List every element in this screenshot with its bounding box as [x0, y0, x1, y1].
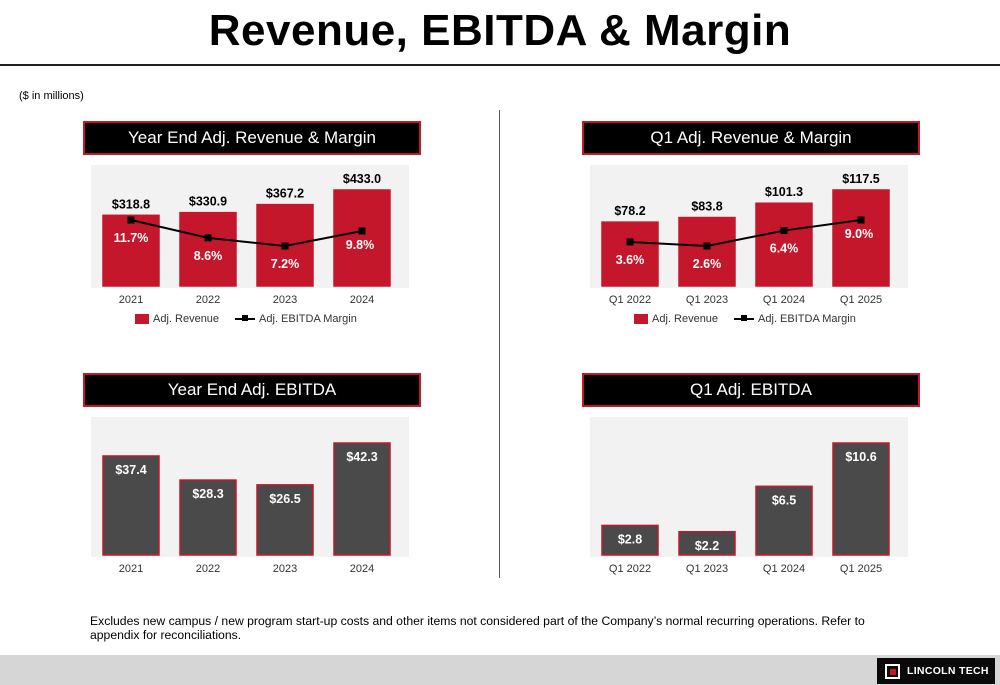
company-logo: LINCOLN TECH — [877, 658, 995, 684]
category-label: Q1 2023 — [686, 563, 728, 575]
category-label: 2024 — [350, 294, 374, 306]
bar — [832, 189, 890, 287]
margin-label: 9.8% — [346, 238, 375, 252]
data-label: $28.3 — [192, 487, 223, 501]
data-label: $330.9 — [189, 195, 227, 209]
legend-margin-label: Adj. EBITDA Margin — [259, 313, 357, 325]
panel-q1-revenue: Q1 Adj. Revenue & Margin $78.2 Q1 2022 $83… — [582, 121, 1000, 341]
vertical-divider — [499, 110, 500, 578]
margin-label: 9.0% — [845, 227, 874, 241]
category-label: Q1 2024 — [763, 563, 805, 575]
margin-label: 8.6% — [194, 249, 223, 263]
margin-point — [204, 234, 212, 242]
category-label: Q1 2022 — [609, 294, 651, 306]
title-rule — [0, 64, 1000, 66]
margin-line — [629, 219, 862, 248]
category-label: 2024 — [350, 563, 374, 575]
margin-point — [127, 216, 135, 224]
margin-point — [626, 238, 634, 246]
category-label: Q1 2024 — [763, 294, 805, 306]
data-label: $26.5 — [269, 492, 300, 506]
category-label: Q1 2023 — [686, 294, 728, 306]
legend-margin-marker — [235, 315, 256, 321]
legend-revenue-label: Adj. Revenue — [153, 313, 220, 325]
data-label: $83.8 — [691, 200, 722, 214]
margin-label: 2.6% — [693, 257, 722, 271]
margin-point — [703, 242, 711, 250]
category-label: Q1 2025 — [840, 563, 882, 575]
bar — [601, 524, 659, 556]
bar — [179, 479, 237, 556]
bar — [755, 202, 813, 287]
chart-ye-ebitda: $37.4 2021 $28.3 2022 $26.5 2023 $42.3 2024 — [91, 417, 409, 575]
category-label: 2023 — [273, 563, 297, 575]
panel-heading: Q1 Adj. EBITDA — [582, 373, 920, 407]
bar — [333, 189, 391, 287]
category-label: 2023 — [273, 294, 297, 306]
legend-revenue-label: Adj. Revenue — [652, 313, 719, 325]
logo-mark-icon — [885, 663, 900, 679]
data-label: $10.6 — [845, 450, 876, 464]
legend-revenue-swatch — [634, 314, 648, 324]
legend-margin-label: Adj. EBITDA Margin — [758, 313, 856, 325]
panel-heading: Q1 Adj. Revenue & Margin — [582, 121, 920, 155]
category-label: Q1 2025 — [840, 294, 882, 306]
margin-point — [857, 216, 865, 224]
category-label: 2022 — [196, 563, 220, 575]
footer-bar — [0, 655, 1000, 685]
bar — [179, 211, 237, 287]
panel-heading: Year End Adj. EBITDA — [83, 373, 421, 407]
page-title: Revenue, EBITDA & Margin — [208, 6, 792, 55]
margin-label: 11.7% — [114, 231, 149, 245]
margin-point — [358, 227, 366, 235]
bar — [102, 214, 160, 287]
legend-margin-marker — [734, 315, 755, 321]
data-label: $2.8 — [618, 532, 642, 546]
data-label: $318.8 — [112, 197, 150, 211]
bar — [601, 221, 659, 287]
data-label: $2.2 — [695, 539, 719, 553]
category-label: 2022 — [196, 294, 220, 306]
chart-ye-revenue: $318.8 2021 $330.9 2022 $367.2 2023 $433.0 2024… — [91, 165, 409, 306]
data-label: $37.4 — [115, 463, 146, 477]
bar — [678, 531, 736, 556]
bar — [832, 442, 890, 556]
data-label: $367.2 — [266, 187, 304, 201]
category-label: Q1 2022 — [609, 563, 651, 575]
data-label: $42.3 — [346, 450, 377, 464]
bar — [755, 485, 813, 556]
chart-q1-ebitda: $2.8 Q1 2022 $2.2 Q1 2023 $6.5 Q1 2024 $10.6 Q1… — [590, 417, 908, 575]
data-label: $101.3 — [765, 185, 803, 199]
data-label: $6.5 — [772, 493, 796, 507]
category-label: 2021 — [119, 563, 143, 575]
footnote: Excludes new campus / new program start-… — [90, 614, 865, 642]
data-label: $78.2 — [614, 204, 645, 218]
data-label: $117.5 — [842, 172, 880, 186]
legend-revenue-swatch — [135, 314, 149, 324]
panel-heading: Year End Adj. Revenue & Margin — [83, 121, 421, 155]
bar — [333, 442, 391, 556]
category-label: 2021 — [119, 294, 143, 306]
chart-q1-revenue: $78.2 Q1 2022 $83.8 Q1 2023 $101.3 Q1 2024 $11… — [590, 165, 908, 306]
bar — [256, 484, 314, 556]
panel-ye-ebitda: Year End Adj. EBITDA $37.4 2021 $28.3 2022 $… — [83, 373, 503, 583]
units-note: ($ in millions) — [19, 90, 84, 102]
chart-legend: Adj. Revenue Adj. EBITDA Margin — [634, 313, 856, 325]
logo-text: LINCOLN TECH — [907, 665, 989, 677]
bar — [678, 216, 736, 287]
bar — [102, 455, 160, 556]
margin-point — [780, 227, 788, 235]
margin-point — [281, 242, 289, 250]
margin-label: 7.2% — [271, 257, 300, 271]
chart-legend: Adj. Revenue Adj. EBITDA Margin — [135, 313, 357, 325]
margin-label: 3.6% — [616, 253, 645, 267]
panel-ye-revenue: Year End Adj. Revenue & Margin $318.8 202… — [83, 121, 503, 341]
margin-line — [130, 219, 363, 248]
margin-label: 6.4% — [770, 242, 799, 256]
data-label: $433.0 — [343, 172, 381, 186]
panel-q1-ebitda: Q1 Adj. EBITDA $2.8 Q1 2022 $2.2 Q1 2023 $6.… — [582, 373, 1000, 583]
